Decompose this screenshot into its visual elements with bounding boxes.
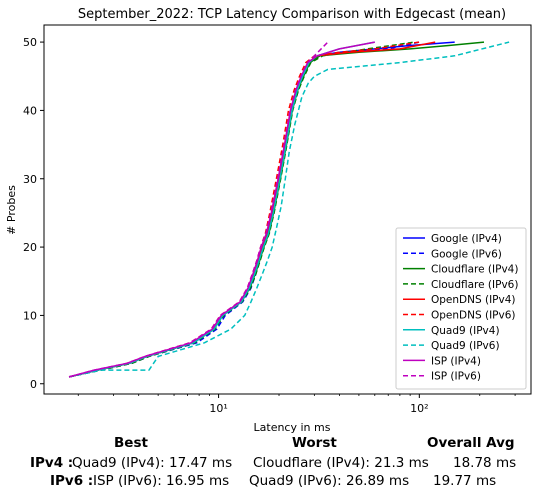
plot-area-frame xyxy=(43,24,532,395)
y-tick-label: 30 xyxy=(23,173,37,186)
legend-label-6: Quad9 (IPv4) xyxy=(431,325,500,337)
legend-label-2: Cloudflare (IPv4) xyxy=(431,264,518,276)
summary-row-ipv4-label: IPv4 : xyxy=(30,455,74,471)
summary-row-ipv6-avg: 19.77 ms xyxy=(433,473,497,489)
series-line-1 xyxy=(68,41,420,378)
summary-header-worst: Worst xyxy=(292,435,337,451)
y-tick-label: 20 xyxy=(23,241,37,254)
summary-row-ipv4-worst: Cloudflare (IPv4): 21.3 ms xyxy=(253,455,429,471)
series-line-7 xyxy=(68,41,510,378)
series-line-5 xyxy=(68,41,420,378)
y-axis-label: # Probes xyxy=(5,185,18,235)
legend: Google (IPv4) Google (IPv6) Cloudflare (IP… xyxy=(395,227,527,390)
summary-row-ipv4-avg: 18.78 ms xyxy=(453,455,517,471)
axes-layer: 0 10 20 30 40 50 10¹ 10² xyxy=(23,36,516,415)
y-tick-label: 0 xyxy=(30,378,37,391)
series-line-6 xyxy=(68,41,375,378)
x-axis-label: Latency in ms xyxy=(254,421,331,434)
chart: 0 10 20 30 40 50 10¹ 10² September_2022: TCP La… xyxy=(5,7,532,434)
summary-header-best: Best xyxy=(114,435,148,451)
x-tick-label: 10² xyxy=(410,402,428,415)
y-tick-label: 50 xyxy=(23,36,37,49)
plot-layer xyxy=(68,41,510,378)
summary-header-avg: Overall Avg xyxy=(427,435,515,451)
series-line-3 xyxy=(68,41,416,378)
legend-frame xyxy=(395,227,527,390)
legend-label-0: Google (IPv4) xyxy=(431,233,502,245)
y-tick-label: 10 xyxy=(23,309,37,322)
legend-label-1: Google (IPv6) xyxy=(431,248,502,260)
summary-row-ipv6-best: ISP (IPv6): 16.95 ms xyxy=(93,473,230,489)
x-tick-label: 10¹ xyxy=(209,402,227,415)
chart-title: September_2022: TCP Latency Comparison w… xyxy=(78,7,506,22)
series-line-8 xyxy=(68,41,375,378)
series-line-4 xyxy=(68,41,436,378)
legend-label-5: OpenDNS (IPv6) xyxy=(431,310,516,322)
summary-row-ipv4-best: Quad9 (IPv4): 17.47 ms xyxy=(72,455,233,471)
summary-row-ipv6-worst: Quad9 (IPv6): 26.89 ms xyxy=(249,473,410,489)
legend-label-3: Cloudflare (IPv6) xyxy=(431,279,518,291)
legend-label-9: ISP (IPv6) xyxy=(431,371,481,383)
legend-label-8: ISP (IPv4) xyxy=(431,355,481,367)
summary-row-ipv6-label: IPv6 : xyxy=(50,473,94,489)
y-tick-label: 40 xyxy=(23,104,37,117)
legend-label-4: OpenDNS (IPv4) xyxy=(431,294,516,306)
series-line-9 xyxy=(68,41,329,378)
legend-label-7: Quad9 (IPv6) xyxy=(431,340,500,352)
